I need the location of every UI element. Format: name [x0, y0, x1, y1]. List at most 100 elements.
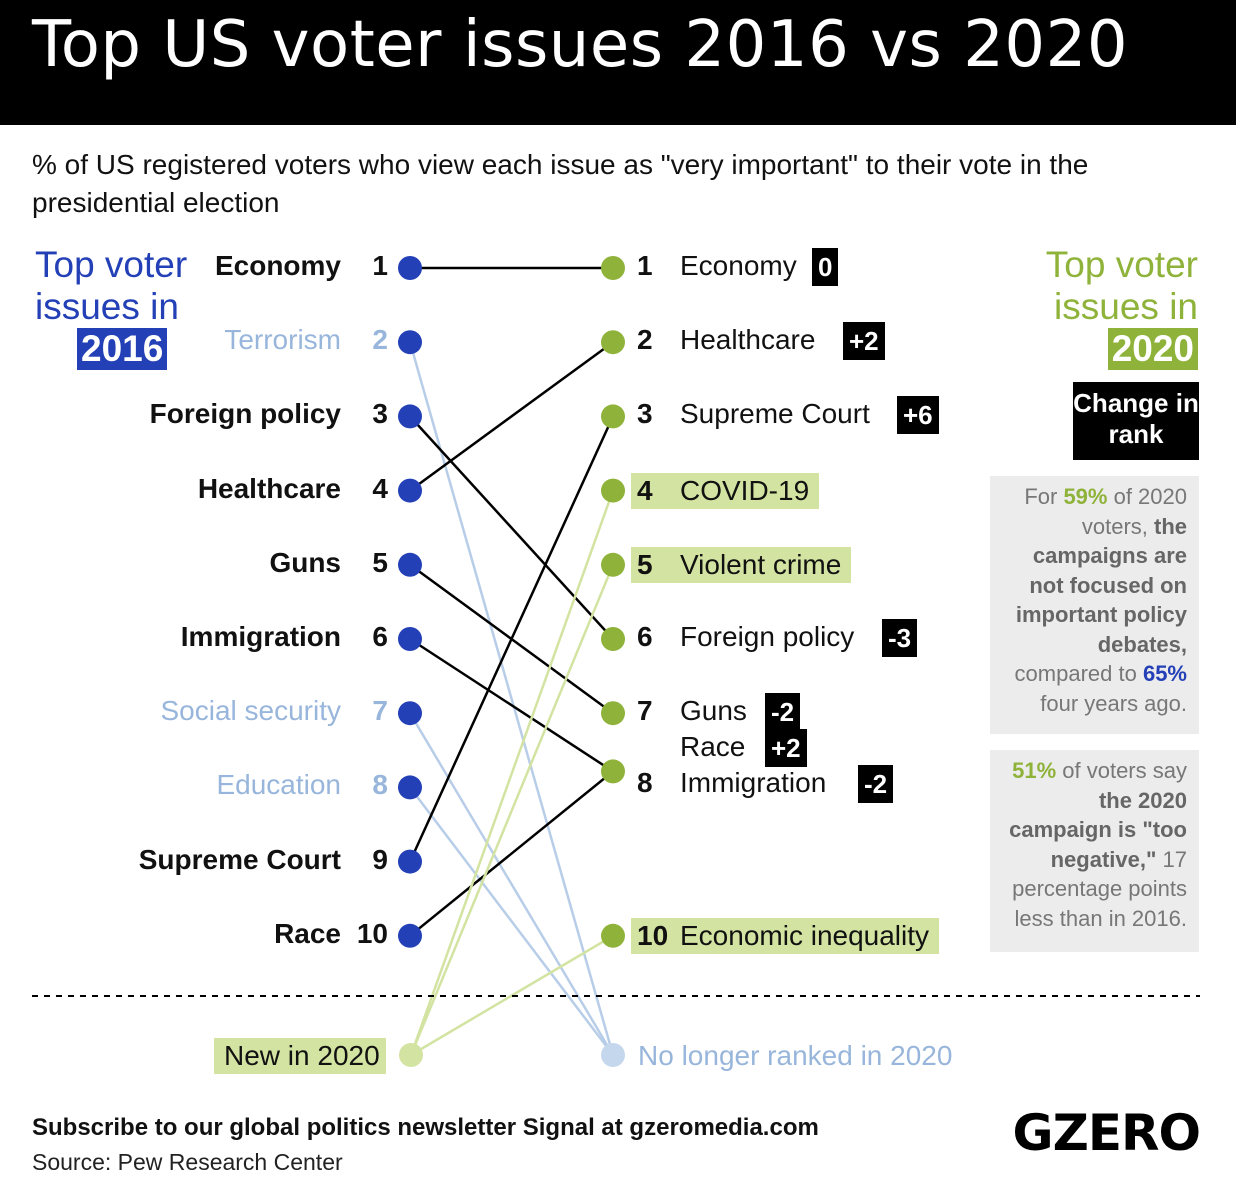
legend-2020-year: 2020 [1107, 328, 1198, 370]
label-2020-violent-crime: 5 Violent crime [631, 546, 852, 583]
label-2016-guns: Guns [269, 546, 341, 578]
dot-2020-rank-10 [601, 923, 625, 948]
rank-2016-5: 5 [372, 546, 388, 578]
note1-pct-2020: 59% [1063, 484, 1108, 509]
legend-2016-text: Top voter issues in [35, 244, 188, 327]
dot-2016-immigration [398, 627, 422, 651]
change-badge-foreign-policy: -3 [882, 619, 918, 657]
note-too-negative: 51% of voters say the 2020 campaign is "… [990, 750, 1199, 952]
label-2020-healthcare: Healthcare [680, 324, 816, 356]
legend-2020: Top voter issues in 2020 [1028, 244, 1198, 370]
note1-text-b: of 2020 voters, [1081, 484, 1187, 539]
connector-race [409, 770, 614, 937]
connector-new-to-rank-5 [409, 564, 615, 1056]
legend-2016: Top voter issues in 2016 [35, 244, 200, 370]
rank-2020-3: 3 [637, 398, 653, 430]
dot-2020-rank-2 [601, 330, 625, 355]
note1-text-bold: the campaigns are not focused on importa… [1015, 513, 1187, 657]
dot-2020-rank-6 [601, 627, 625, 651]
dot-no-longer-ranked [601, 1043, 625, 1067]
dot-2016-race [398, 923, 422, 948]
rank-2020-7: 7 [637, 695, 653, 727]
rank-2016-7: 7 [372, 695, 388, 727]
legend-2020-text: Top voter issues in [1045, 244, 1198, 327]
label-2016-economy: Economy [214, 250, 341, 281]
rank-2016-9: 9 [372, 843, 388, 875]
dot-2020-rank-8 [601, 759, 625, 784]
note2-pct: 51% [1012, 758, 1057, 783]
label-2020-supreme-court: Supreme Court [680, 398, 870, 430]
dot-2016-foreign-policy [398, 404, 422, 429]
label-2020-covid-19: 4 COVID-19 [631, 472, 820, 509]
connector-new-to-rank-4 [409, 490, 615, 1056]
rank-2020-10: 10 [637, 919, 669, 951]
connector-healthcare [409, 341, 614, 492]
label-2016-race: Race [274, 917, 341, 949]
gzero-logo: GZERO [1012, 1104, 1201, 1162]
note1-text-d: four years ago. [1040, 690, 1187, 716]
dot-2020-rank-1 [601, 256, 625, 280]
change-badge-economy: 0 [812, 248, 839, 286]
note-campaign-focus: For 59% of 2020 voters, the campaigns ar… [990, 476, 1199, 734]
rank-2020-8: 8 [637, 767, 653, 799]
label-2020-race: Race [680, 731, 746, 763]
label-2020-text: Economic inequality [680, 919, 930, 951]
change-badge-immigration: -2 [858, 765, 894, 804]
rank-2016-3: 3 [372, 398, 388, 430]
rank-2016-8: 8 [372, 769, 388, 801]
no-longer-ranked-label: No longer ranked in 2020 [638, 1040, 953, 1071]
note1-pct-2016: 65% [1142, 661, 1187, 686]
change-badge-supreme-court: +6 [897, 396, 939, 435]
rank-2016-1: 1 [372, 250, 388, 281]
label-2016-foreign-policy: Foreign policy [149, 398, 341, 430]
footer-subscribe: Subscribe to our global politics newslet… [32, 1114, 819, 1141]
connector-social-security-dropped [408, 712, 615, 1056]
change-badge-guns: -2 [765, 693, 801, 732]
label-2016-education: Education [216, 769, 341, 801]
connector-supreme-court [408, 415, 615, 863]
change-in-rank-label: Change in rank [1073, 382, 1199, 460]
change-badge-healthcare: +2 [843, 322, 885, 361]
dot-2016-terrorism [398, 330, 422, 355]
chart-title: Top US voter issues 2016 vs 2020 [32, 8, 1129, 82]
new-in-2020-label: New in 2020 [214, 1038, 386, 1074]
connector-education-dropped [409, 786, 614, 1056]
note2-text-a: of voters say [1056, 758, 1187, 783]
rank-2020-6: 6 [637, 621, 653, 652]
label-2020-foreign-policy: Foreign policy [680, 621, 855, 652]
dot-2020-rank-3 [601, 404, 625, 429]
note1-text-a: For [1024, 484, 1064, 509]
label-2020-text: Violent crime [680, 548, 842, 580]
label-2016-social-security: Social security [160, 695, 341, 727]
label-2016-healthcare: Healthcare [197, 472, 341, 504]
label-2016-terrorism: Terrorism [224, 324, 341, 356]
rank-2016-2: 2 [372, 324, 388, 356]
note1-text-c: compared to [1014, 661, 1143, 686]
label-2016-immigration: Immigration [180, 621, 341, 652]
dot-new-in-2020 [399, 1043, 423, 1067]
rank-2016-10: 10 [356, 917, 388, 949]
note2-text-b: 17 percentage points less than in 2016. [1012, 846, 1187, 931]
footer-source: Source: Pew Research Center [32, 1149, 343, 1175]
rank-2020-5: 5 [637, 548, 653, 580]
dot-2016-guns [398, 552, 422, 577]
rank-2016-6: 6 [372, 621, 388, 652]
label-2016-supreme-court: Supreme Court [138, 843, 341, 875]
legend-2016-year: 2016 [77, 328, 168, 370]
dot-2020-rank-4 [601, 478, 625, 503]
header-banner: Top US voter issues 2016 vs 2020 [0, 0, 1236, 125]
dot-2016-economy [398, 256, 422, 280]
label-2020-immigration: Immigration [680, 767, 827, 799]
label-2020-economy: Economy [680, 250, 797, 281]
label-2020-text: COVID-19 [680, 474, 810, 506]
label-2020-guns: Guns [680, 695, 747, 727]
rank-2020-1: 1 [637, 250, 653, 281]
dot-2016-healthcare [398, 478, 422, 503]
chart-subtitle: % of US registered voters who view each … [32, 149, 1089, 218]
dot-2016-education [398, 775, 422, 800]
rank-2016-4: 4 [372, 472, 388, 504]
connector-immigration [409, 637, 614, 773]
dot-2016-supreme-court [398, 849, 422, 874]
dot-2020-rank-5 [601, 552, 625, 577]
